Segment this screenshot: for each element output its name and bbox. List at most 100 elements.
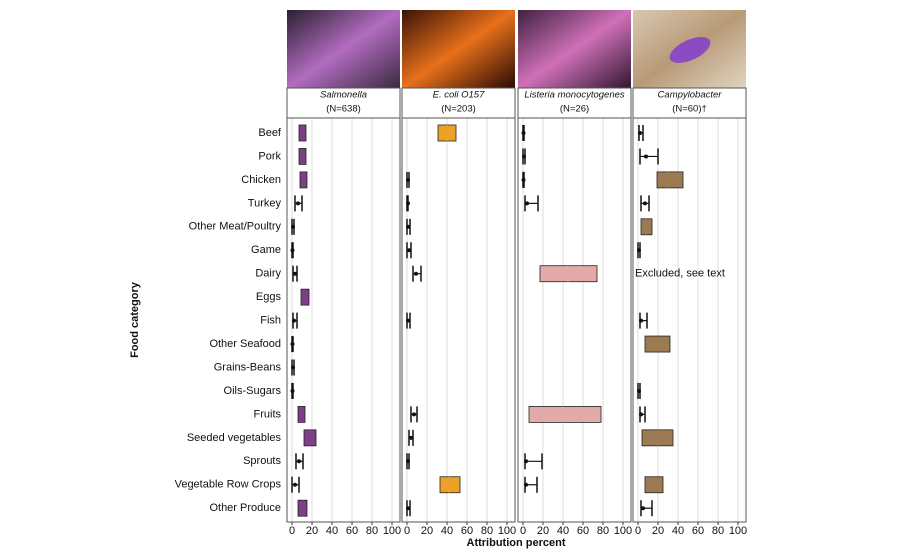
x-tick-label: 60 xyxy=(692,525,704,537)
x-tick-label: 100 xyxy=(614,525,632,537)
estimate xyxy=(291,224,295,229)
estimate xyxy=(290,388,295,393)
interval-box xyxy=(644,476,664,494)
x-tick-label: 20 xyxy=(537,525,549,537)
category-label: Vegetable Row Crops xyxy=(175,479,282,491)
estimate xyxy=(525,201,529,206)
category-label: Other Produce xyxy=(209,502,281,514)
estimate xyxy=(291,365,295,370)
panel-bg xyxy=(518,118,631,522)
estimate xyxy=(639,412,643,417)
estimate xyxy=(412,412,416,417)
x-tick-label: 20 xyxy=(306,525,318,537)
y-axis-label: Food category xyxy=(129,281,141,358)
x-tick-label: 60 xyxy=(346,525,358,537)
x-tick-label: 40 xyxy=(557,525,569,537)
x-tick-label: 0 xyxy=(404,525,410,537)
x-tick-label: 80 xyxy=(366,525,378,537)
estimate xyxy=(522,154,526,159)
annotation: Excluded, see text xyxy=(635,268,725,280)
x-tick-label: 20 xyxy=(652,525,664,537)
estimate xyxy=(644,154,648,159)
estimate xyxy=(521,131,526,135)
category-label: Turkey xyxy=(248,197,282,209)
x-tick-label: 60 xyxy=(577,525,589,537)
panel-bg xyxy=(633,118,746,522)
estimate xyxy=(638,131,642,135)
estimate xyxy=(293,482,297,487)
panel-border xyxy=(286,117,401,523)
x-tick-label: 80 xyxy=(712,525,724,537)
interval-box xyxy=(439,476,461,494)
x-tick-label: 0 xyxy=(635,525,641,537)
estimate xyxy=(639,318,643,323)
category-label: Sprouts xyxy=(243,455,281,467)
panel-border xyxy=(517,117,632,523)
category-label: Beef xyxy=(258,127,282,139)
category-label: Pork xyxy=(258,150,281,162)
sample-size: (N=60)† xyxy=(672,104,707,115)
estimate xyxy=(643,201,647,206)
estimate xyxy=(406,506,410,511)
estimate xyxy=(521,177,526,182)
category-label: Game xyxy=(251,244,281,256)
x-tick-label: 80 xyxy=(597,525,609,537)
interval-box xyxy=(300,288,310,306)
interval-box xyxy=(303,429,317,447)
category-label: Fish xyxy=(260,315,281,327)
header-box xyxy=(517,87,632,119)
pathogen-name: Listeria monocytogenes xyxy=(524,90,625,101)
estimate xyxy=(406,201,410,206)
estimate xyxy=(406,459,410,464)
interval-box xyxy=(656,171,684,189)
estimate xyxy=(524,459,528,464)
estimate xyxy=(297,459,301,464)
category-label: Eggs xyxy=(256,291,282,303)
estimate xyxy=(406,224,410,229)
image xyxy=(287,10,400,88)
panel-bg xyxy=(402,118,515,522)
x-tick-label: 0 xyxy=(520,525,526,537)
x-tick-label: 40 xyxy=(326,525,338,537)
x-tick-label: 100 xyxy=(729,525,747,537)
image xyxy=(402,10,515,88)
category-label: Dairy xyxy=(255,268,281,280)
estimate xyxy=(414,271,418,276)
category-label: Chicken xyxy=(241,174,281,186)
x-tick-label: 80 xyxy=(481,525,493,537)
x-tick-label: 40 xyxy=(672,525,684,537)
category-label: Other Seafood xyxy=(209,338,281,350)
sample-size: (N=26) xyxy=(560,104,589,115)
estimate xyxy=(290,248,295,253)
category-label: Seeded vegetables xyxy=(187,432,282,444)
estimate xyxy=(292,318,296,323)
panel-border xyxy=(401,117,516,523)
pathogen-name: E. coli O157 xyxy=(433,90,485,101)
pathogen-name: Campylobacter xyxy=(658,90,723,101)
image-detail xyxy=(669,37,711,63)
panel-border xyxy=(632,117,747,523)
x-tick-label: 100 xyxy=(383,525,401,537)
sample-size: (N=203) xyxy=(441,104,476,115)
pathogen-name: Salmonella xyxy=(320,90,367,101)
estimate xyxy=(293,271,297,276)
estimate xyxy=(406,318,410,323)
estimate xyxy=(409,435,413,440)
x-tick-label: 20 xyxy=(421,525,433,537)
sample-size: (N=638) xyxy=(326,104,361,115)
estimate xyxy=(524,482,528,487)
x-tick-label: 60 xyxy=(461,525,473,537)
estimate xyxy=(407,248,411,253)
estimate xyxy=(637,388,641,393)
category-label: Fruits xyxy=(254,408,282,420)
category-label: Oils-Sugars xyxy=(224,385,282,397)
header-box xyxy=(286,87,401,119)
x-tick-label: 40 xyxy=(441,525,453,537)
header-box xyxy=(632,87,747,119)
estimate xyxy=(296,201,300,206)
estimate xyxy=(641,506,645,511)
interval-box xyxy=(644,335,671,353)
interval-box xyxy=(528,405,602,423)
image xyxy=(518,10,631,88)
